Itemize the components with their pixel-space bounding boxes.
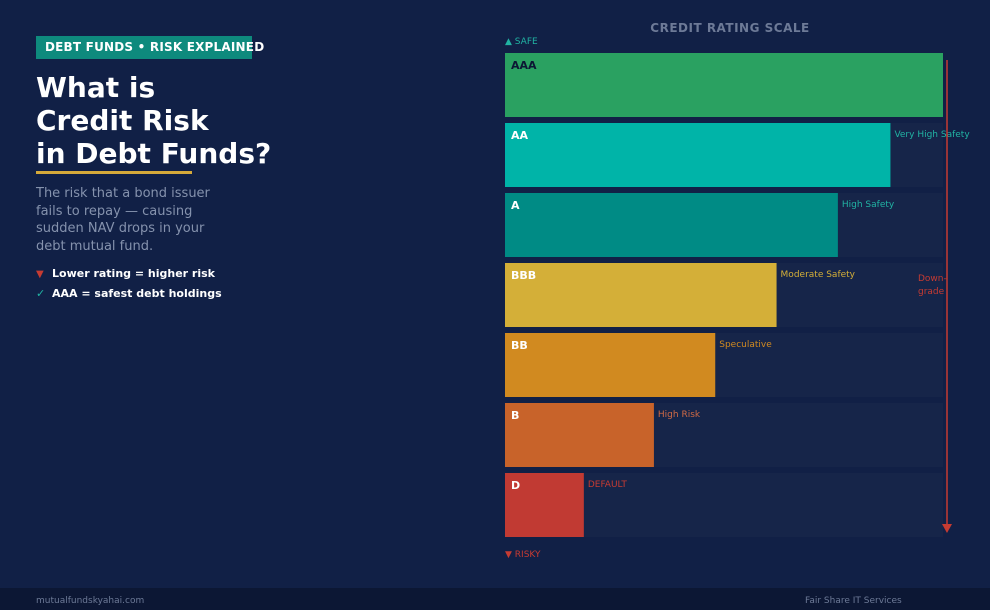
arrow-down-icon — [942, 524, 952, 533]
rating-annotation: Speculative — [719, 340, 772, 350]
safe-label: ▲ SAFE — [505, 37, 538, 47]
downgrade-label: Down- grade — [918, 274, 947, 297]
title-line: What is — [36, 71, 156, 104]
check-icon: ✓ — [36, 287, 46, 300]
triangle-down-icon: ▼ — [36, 269, 44, 280]
risky-label: ▼ RISKY — [505, 550, 541, 560]
title-underline — [36, 171, 192, 174]
category-tag: DEBT FUNDS • RISK EXPLAINED — [36, 36, 264, 59]
rating-annotation: High Safety — [842, 200, 895, 210]
bar-aaa — [505, 53, 943, 117]
bar-bb — [505, 333, 716, 397]
footer-company: Fair Share IT Services — [805, 596, 902, 606]
bar-d — [505, 473, 584, 537]
footer-website: mutualfundskyahai.com — [36, 596, 145, 606]
rating-label: BBB — [511, 269, 536, 282]
rating-annotation: Very High Safety — [894, 130, 970, 140]
rating-label: BB — [511, 339, 528, 352]
bar-a — [505, 193, 838, 257]
rating-label: A — [511, 199, 520, 212]
rating-label: D — [511, 479, 520, 492]
description: The risk that a bond issuer fails to rep… — [36, 186, 210, 254]
bullet-lower-rating: ▼ Lower rating = higher risk — [36, 267, 215, 280]
rating-annotation: High Risk — [658, 410, 701, 420]
rating-annotation: Moderate Safety — [781, 270, 856, 280]
rating-label: AA — [511, 129, 529, 142]
footer-bar — [0, 588, 990, 610]
chart-title: CREDIT RATING SCALE — [650, 21, 810, 35]
bar-aa — [505, 123, 891, 187]
rating-label: AAA — [511, 59, 537, 72]
bullet-text: AAA = safest debt holdings — [52, 287, 222, 300]
title-line: Credit Risk — [36, 104, 209, 137]
page-title: What is Credit Risk in Debt Funds? — [36, 71, 366, 170]
bullet-aaa-safest: ✓ AAA = safest debt holdings — [36, 287, 222, 300]
bar-bbb — [505, 263, 777, 327]
bar-b — [505, 403, 654, 467]
bullet-text: Lower rating = higher risk — [52, 267, 215, 280]
title-line: in Debt Funds? — [36, 137, 272, 170]
rating-annotation: DEFAULT — [588, 480, 627, 490]
rating-label: B — [511, 409, 519, 422]
